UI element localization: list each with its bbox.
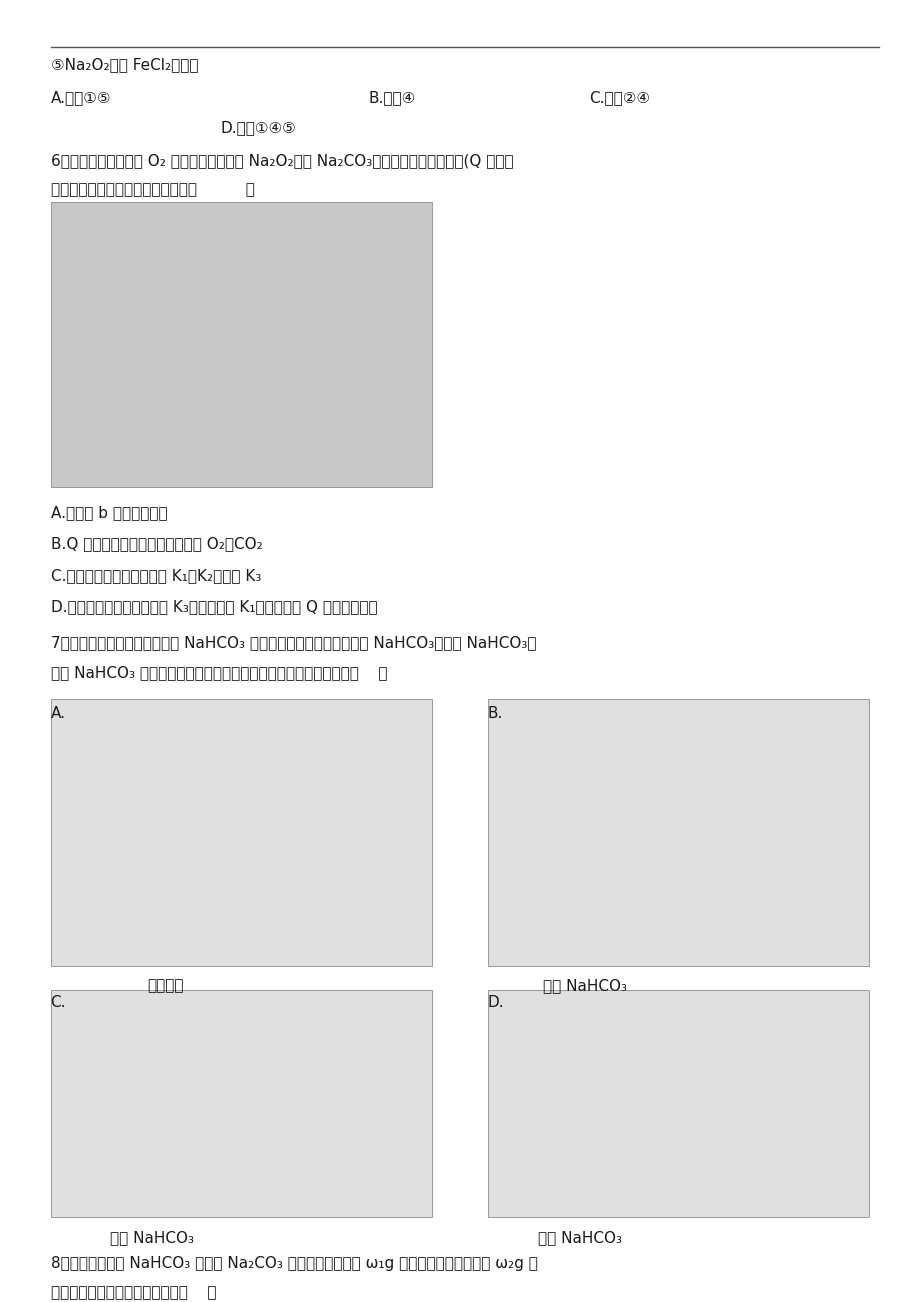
- Text: D.只有①④⑤: D.只有①④⑤: [221, 120, 296, 135]
- Text: A.干燥管 b 中装入碗石灰: A.干燥管 b 中装入碗石灰: [51, 505, 167, 521]
- Bar: [51, 699, 432, 966]
- Text: B.: B.: [487, 706, 503, 721]
- Text: B.只有④: B.只有④: [368, 90, 414, 105]
- Text: 制取 NaHCO₃: 制取 NaHCO₃: [542, 978, 626, 993]
- Text: 8、为了检验某含 NaHCO₃ 杂质的 Na₂CO₃ 样品的纯度，现将 ω₁g 样品加热，其质量变为 ω₂g ，: 8、为了检验某含 NaHCO₃ 杂质的 Na₂CO₃ 样品的纯度，现将 ω₁g …: [51, 1256, 537, 1272]
- Text: D.: D.: [487, 995, 504, 1010]
- Text: 干燥 NaHCO₃: 干燥 NaHCO₃: [538, 1230, 621, 1246]
- Text: 分离 NaHCO₃: 分离 NaHCO₃: [110, 1230, 194, 1246]
- Text: ⑤Na₂O₂投入 FeCl₂溶液中: ⑤Na₂O₂投入 FeCl₂溶液中: [51, 57, 198, 73]
- Text: 干燥 NaHCO₃ 四个步骤，下列图示装置和原理能达到实验目的的是（    ）: 干燥 NaHCO₃ 四个步骤，下列图示装置和原理能达到实验目的的是（ ）: [51, 665, 387, 681]
- Bar: [51, 990, 432, 1217]
- Text: C.只有②④: C.只有②④: [588, 90, 649, 105]
- Text: D.读完气体总体积后，关闭 K₃，缓缓打开 K₁，可观察到 Q 气囊慢慢缩小: D.读完气体总体积后，关闭 K₃，缓缓打开 K₁，可观察到 Q 气囊慢慢缩小: [51, 599, 377, 615]
- Text: 6、通过测定混合气中 O₂ 含可计算已变质的 Na₂O₂（含 Na₂CO₃）纯度的实验装置如图(Q 为弹性: 6、通过测定混合气中 O₂ 含可计算已变质的 Na₂O₂（含 Na₂CO₃）纯度…: [51, 154, 513, 169]
- Text: 良好的气囊）。下列分析错误的是（          ）: 良好的气囊）。下列分析错误的是（ ）: [51, 182, 255, 198]
- Bar: [51, 202, 432, 487]
- Text: C.: C.: [51, 995, 66, 1010]
- Text: A.: A.: [51, 706, 65, 721]
- Bar: [487, 699, 868, 966]
- Bar: [487, 990, 868, 1217]
- Text: A.只有①⑤: A.只有①⑤: [51, 90, 111, 105]
- Text: 7、根据侯氏制碱原理制备少量 NaHCO₃ 的实验，经过制取氨气、制取 NaHCO₃、分离 NaHCO₃、: 7、根据侯氏制碱原理制备少量 NaHCO₃ 的实验，经过制取氨气、制取 NaHC…: [51, 635, 536, 651]
- Text: B.Q 气囊中产生的气体主要成分为 O₂、CO₂: B.Q 气囊中产生的气体主要成分为 O₂、CO₂: [51, 536, 262, 552]
- Text: C.测定气体总体积必须关闭 K₁、K₂，打开 K₃: C.测定气体总体积必须关闭 K₁、K₂，打开 K₃: [51, 568, 261, 583]
- Text: 制取氨气: 制取氨气: [147, 978, 184, 993]
- Text: 则该样品的纯度（质量分数）是（    ）: 则该样品的纯度（质量分数）是（ ）: [51, 1285, 216, 1301]
